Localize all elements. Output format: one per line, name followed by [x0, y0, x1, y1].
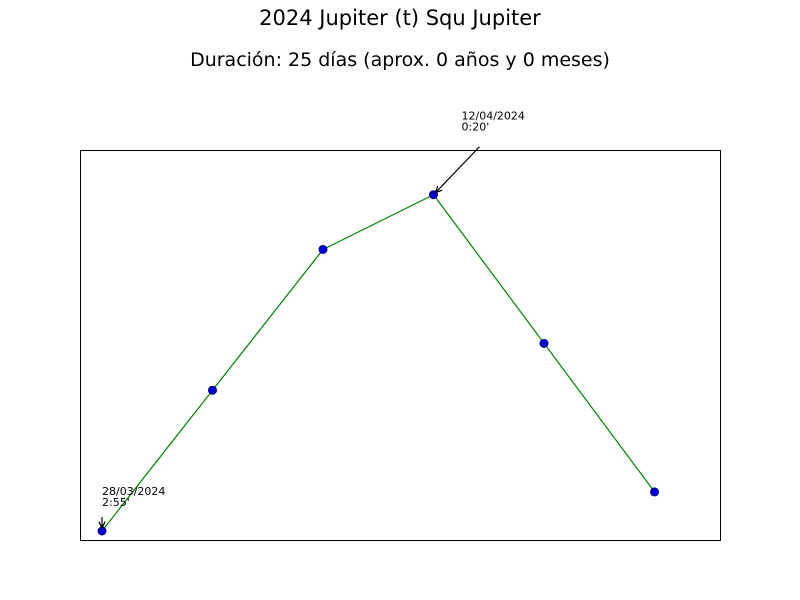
- annotation-arrowhead: [434, 185, 443, 194]
- data-point: [318, 244, 328, 254]
- annotation-label: 28/03/2024: [102, 485, 165, 498]
- series-layer: [101, 194, 655, 532]
- series-line-segment: [543, 342, 655, 493]
- chart-subtitle: Duración: 25 días (aprox. 0 años y 0 mes…: [190, 49, 610, 71]
- plot-area-frame: [80, 150, 721, 541]
- data-point: [539, 338, 549, 348]
- series-line-segment: [322, 194, 434, 251]
- series-line-segment: [101, 389, 213, 532]
- points-layer: [97, 190, 659, 536]
- annotation-arrow: [435, 146, 480, 193]
- annotation-label: 0:20': [462, 121, 490, 134]
- series-line-segment: [212, 249, 324, 391]
- annotation-label: 2:55': [102, 496, 130, 509]
- annotation-label: 12/04/2024: [462, 110, 525, 123]
- chart-title: 2024 Jupiter (t) Squ Jupiter: [259, 6, 541, 30]
- data-point: [208, 385, 217, 395]
- annotation-arrowhead: [98, 521, 106, 530]
- series-line-segment: [433, 194, 545, 344]
- data-point: [650, 487, 659, 497]
